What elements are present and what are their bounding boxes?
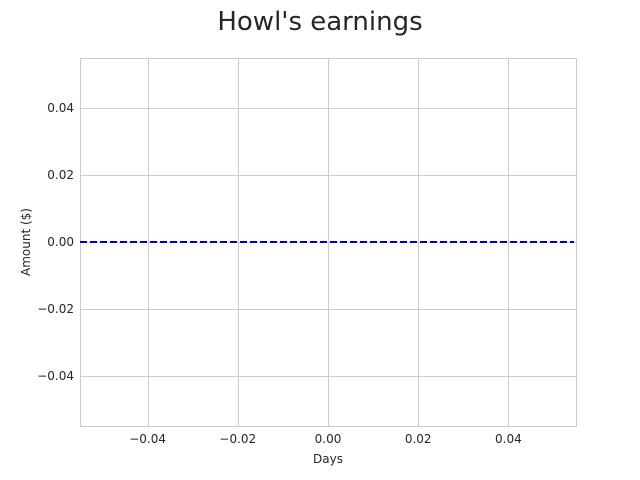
x-tick-labels: −0.04 −0.02 0.00 0.02 0.04 [129,432,521,446]
y-tick-labels: 0.04 0.02 0.00 −0.02 −0.04 [37,101,74,383]
y-tick-label: 0.02 [47,168,74,182]
x-axis-label: Days [313,452,343,466]
y-axis-label: Amount ($) [19,208,33,276]
y-tick-label: −0.04 [37,369,74,383]
y-tick-label: 0.04 [47,101,74,115]
x-tick-label: 0.04 [495,432,522,446]
x-tick-label: −0.02 [219,432,256,446]
y-gridlines [80,108,576,377]
x-tick-label: −0.04 [129,432,166,446]
x-tick-label: 0.00 [315,432,342,446]
y-tick-label: 0.00 [47,235,74,249]
chart-title: Howl's earnings [217,7,422,37]
x-tick-label: 0.02 [405,432,432,446]
y-tick-label: −0.02 [37,302,74,316]
